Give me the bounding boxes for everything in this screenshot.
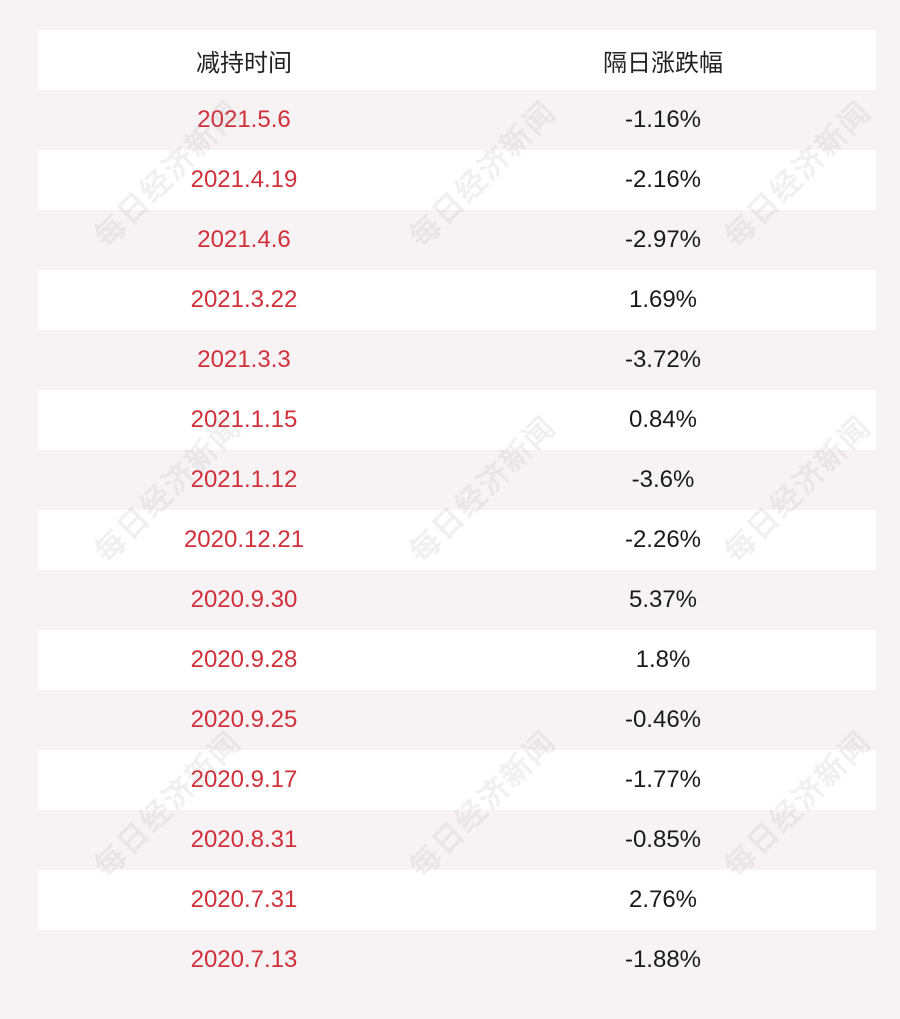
row-change: 2.76%	[628, 886, 698, 913]
table-row: 2020.12.21 -2.26%	[38, 510, 876, 570]
table-row: 2021.4.19 -2.16%	[38, 150, 876, 210]
row-date: 2020.9.30	[190, 586, 298, 613]
table-row: 2021.1.12 -3.6%	[38, 450, 876, 510]
reduction-table: 减持时间 隔日涨跌幅 2021.5.6 -1.16% 2021.4.19 -2.16%…	[38, 30, 876, 990]
table-row: 2021.3.3 -3.72%	[38, 330, 876, 390]
table-row: 2020.7.31 2.76%	[38, 870, 876, 930]
row-date: 2020.8.31	[190, 826, 298, 853]
row-change: -3.72%	[624, 346, 702, 373]
table-row: 2020.9.28 1.8%	[38, 630, 876, 690]
row-date: 2021.5.6	[197, 106, 291, 133]
table-body: 2021.5.6 -1.16% 2021.4.19 -2.16% 2021.4.6 -2.…	[38, 90, 876, 990]
row-change: 0.84%	[628, 406, 698, 433]
table-row: 2020.9.30 5.37%	[38, 570, 876, 630]
header-change: 隔日涨跌幅	[603, 49, 723, 77]
row-change: -0.46%	[624, 706, 702, 733]
row-date: 2020.12.21	[183, 526, 305, 553]
table-row: 2021.1.15 0.84%	[38, 390, 876, 450]
row-change: -3.6%	[631, 466, 695, 493]
table-row: 2020.9.25 -0.46%	[38, 690, 876, 750]
row-date: 2021.3.3	[197, 346, 291, 373]
row-change: -2.16%	[624, 166, 702, 193]
row-date: 2021.4.19	[190, 166, 298, 193]
row-change: -1.88%	[624, 946, 702, 973]
row-change: -2.26%	[624, 526, 702, 553]
row-change: -2.97%	[624, 226, 702, 253]
table-row: 2020.9.17 -1.77%	[38, 750, 876, 810]
row-date: 2020.9.25	[190, 706, 298, 733]
table-row: 2021.3.22 1.69%	[38, 270, 876, 330]
table-header-row: 减持时间 隔日涨跌幅	[38, 30, 876, 90]
table-row: 2020.7.13 -1.88%	[38, 930, 876, 990]
row-date: 2021.1.12	[190, 466, 298, 493]
header-date: 减持时间	[196, 49, 292, 77]
row-date: 2021.1.15	[190, 406, 298, 433]
row-date: 2020.9.17	[190, 766, 298, 793]
table-row: 2021.5.6 -1.16%	[38, 90, 876, 150]
row-date: 2021.3.22	[190, 286, 298, 313]
row-change: -1.16%	[624, 106, 702, 133]
row-change: -0.85%	[624, 826, 702, 853]
row-date: 2020.7.31	[190, 886, 298, 913]
row-date: 2021.4.6	[197, 226, 291, 253]
row-change: 1.8%	[635, 646, 691, 673]
row-change: 1.69%	[628, 286, 698, 313]
row-date: 2020.7.13	[190, 946, 298, 973]
table-row: 2021.4.6 -2.97%	[38, 210, 876, 270]
row-change: 5.37%	[628, 586, 698, 613]
row-change: -1.77%	[624, 766, 702, 793]
table-row: 2020.8.31 -0.85%	[38, 810, 876, 870]
row-date: 2020.9.28	[190, 646, 298, 673]
